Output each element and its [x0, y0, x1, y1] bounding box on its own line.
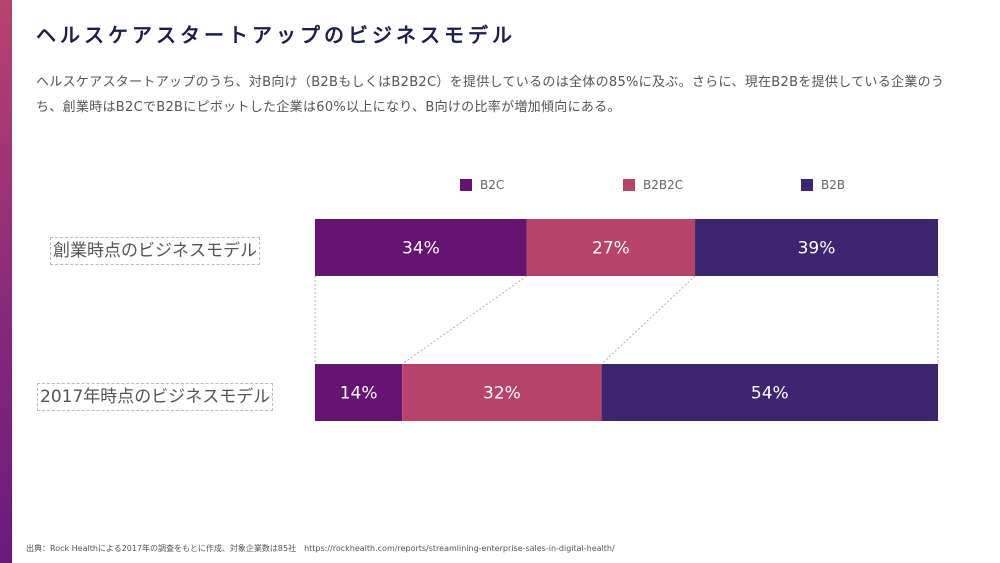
chart-legend: B2C B2B2C B2B — [0, 178, 1000, 194]
data-label-b2b2c-row2: 32% — [483, 384, 521, 404]
bar-segment-b2b2c-row2 — [402, 364, 602, 421]
legend-swatch-b2b — [801, 179, 813, 191]
data-label-b2b-row1: 39% — [798, 239, 836, 259]
page-title: ヘルスケアスタートアップのビジネスモデル — [36, 23, 516, 47]
source-footnote: 出典：Rock Healthによる2017年の調査をもとに作成、対象企業数は85… — [26, 544, 615, 553]
legend-item-b2c: B2C — [460, 178, 504, 192]
row-label-2017: 2017年時点のビジネスモデル — [37, 383, 274, 411]
bar-segment-b2b-row2 — [601, 364, 938, 421]
bar-segment-b2b2c-row1 — [526, 219, 696, 276]
legend-label-b2b2c: B2B2C — [643, 178, 684, 192]
data-label-b2c-row1: 34% — [402, 239, 440, 259]
legend-swatch-b2b2c — [623, 179, 635, 191]
connector-line-2 — [601, 275, 696, 365]
page-description: ヘルスケアスタートアップのうち、対B向け（B2BもしくはB2B2C）を提供してい… — [36, 75, 945, 115]
bar-segment-b2c-row2 — [315, 364, 403, 421]
legend-label-b2c: B2C — [480, 178, 505, 192]
data-label-b2c-row2: 14% — [340, 384, 378, 404]
bar-segment-b2c-row1 — [315, 219, 527, 276]
legend-label-b2b: B2B — [821, 178, 846, 192]
legend-swatch-b2c — [460, 179, 472, 191]
data-label-b2b-row2: 54% — [751, 384, 789, 404]
connector-line-1 — [401, 275, 528, 365]
bar-segment-b2b-row1 — [695, 219, 938, 276]
legend-item-b2b: B2B — [801, 178, 845, 192]
row-label-founding: 創業時点のビジネスモデル — [50, 237, 260, 265]
side-accent-stripe — [0, 0, 12, 563]
legend-item-b2b2c: B2B2C — [623, 178, 683, 192]
data-label-b2b2c-row1: 27% — [592, 239, 630, 259]
